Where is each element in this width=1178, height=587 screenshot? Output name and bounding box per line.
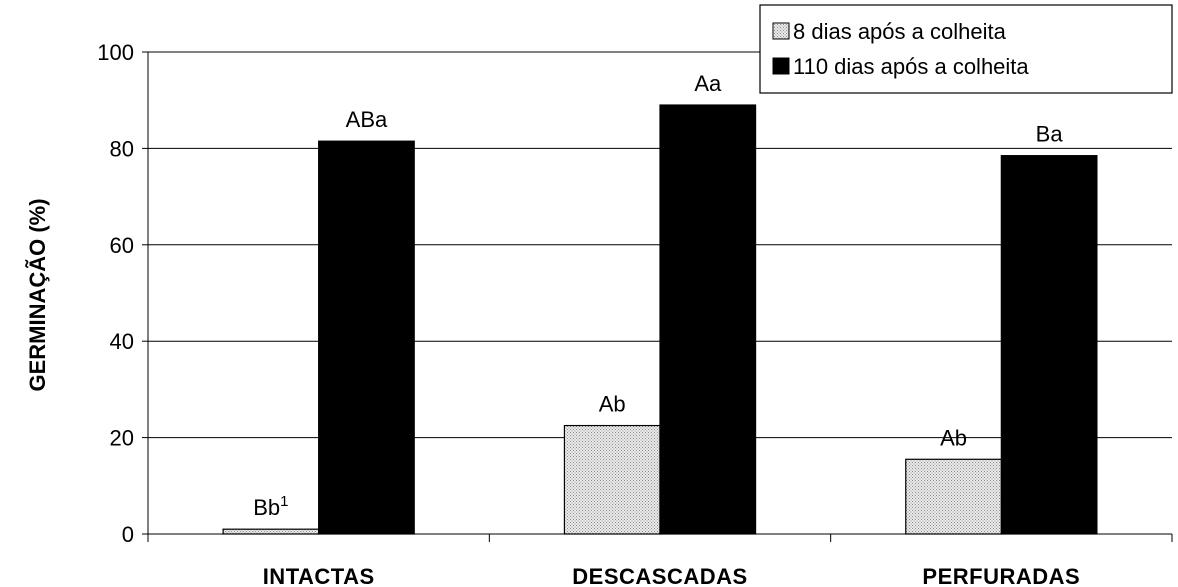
legend-swatch bbox=[772, 22, 790, 40]
data-label: Ab bbox=[599, 392, 626, 417]
data-label: Ab bbox=[940, 425, 967, 450]
y-tick-label: 100 bbox=[97, 40, 134, 65]
y-tick-label: 20 bbox=[110, 426, 134, 451]
category-labels: INTACTAS DESCASCADAS PERFURADAS bbox=[263, 564, 1080, 587]
data-labels: Bb1 ABa Ab Aa Ab Ba bbox=[253, 71, 1063, 520]
bar-8-dias bbox=[905, 458, 1002, 535]
y-axis-label: GERMINAÇÃO (%) bbox=[25, 198, 50, 391]
y-tick-labels: 0 20 40 60 80 100 bbox=[97, 40, 134, 547]
bar-8-dias bbox=[563, 424, 661, 535]
bar-8-dias bbox=[222, 528, 320, 535]
category-label: DESCASCADAS bbox=[572, 564, 747, 587]
y-tick-label: 40 bbox=[110, 329, 134, 354]
data-label: Aa bbox=[694, 71, 722, 96]
data-label: Bb1 bbox=[253, 493, 288, 520]
legend-swatch bbox=[772, 57, 790, 75]
data-label: ABa bbox=[346, 107, 388, 132]
bar-110-dias bbox=[1000, 155, 1098, 535]
axes bbox=[142, 51, 1173, 542]
bar-110-dias bbox=[659, 104, 757, 535]
y-tick-label: 80 bbox=[110, 136, 134, 161]
legend: 8 dias após a colheita 110 dias após a co… bbox=[759, 4, 1173, 94]
y-tick-label: 0 bbox=[122, 522, 134, 547]
category-label: PERFURADAS bbox=[922, 564, 1080, 587]
y-tick-label: 60 bbox=[110, 233, 134, 258]
legend-box bbox=[759, 4, 1173, 94]
legend-label: 110 dias após a colheita bbox=[793, 54, 1029, 79]
data-label: Ba bbox=[1036, 122, 1064, 147]
legend-label: 8 dias após a colheita bbox=[793, 19, 1007, 44]
bar-110-dias bbox=[318, 140, 415, 535]
category-label: INTACTAS bbox=[263, 564, 375, 587]
bars bbox=[222, 104, 1098, 535]
